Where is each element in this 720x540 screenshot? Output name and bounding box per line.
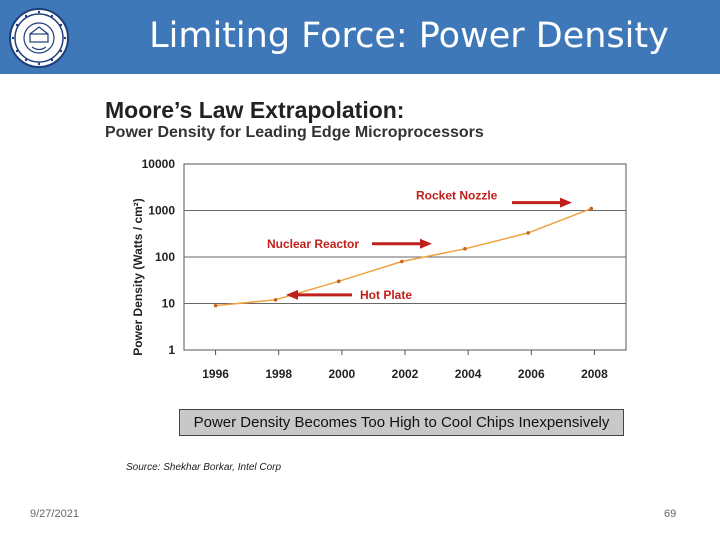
annotation-label: Nuclear Reactor xyxy=(267,237,359,251)
y-axis-label: Power Density (Watts / cm²) xyxy=(131,198,145,356)
y-tick-label: 1000 xyxy=(148,204,175,218)
data-point xyxy=(400,259,404,264)
annotation-arrowhead xyxy=(560,197,572,208)
source-note: Source: Shekhar Borkar, Intel Corp xyxy=(126,462,282,473)
y-tick-label: 100 xyxy=(155,250,175,264)
annotation-label: Hot Plate xyxy=(360,288,412,302)
x-tick-label: 2008 xyxy=(581,367,608,381)
slide-title: Limiting Force: Power Density xyxy=(149,16,669,56)
x-tick-label: 2000 xyxy=(329,367,356,381)
x-tick-label: 2006 xyxy=(518,367,545,381)
x-tick-label: 2002 xyxy=(392,367,419,381)
page-number: 69 xyxy=(664,508,677,520)
figure-subtitle: Power Density for Leading Edge Microproc… xyxy=(105,124,484,141)
data-point xyxy=(273,298,278,302)
y-tick-label: 1 xyxy=(168,343,175,357)
y-tick-label: 10000 xyxy=(142,157,176,171)
slide-header: Limiting Force: Power Density xyxy=(0,0,720,74)
annotation-arrowhead xyxy=(420,238,432,249)
annotation-arrowhead xyxy=(286,289,298,300)
footer-date: 9/27/2021 xyxy=(30,508,79,520)
x-tick-label: 1996 xyxy=(202,367,229,381)
data-point xyxy=(526,231,530,235)
figure-title: Moore’s Law Extrapolation: xyxy=(105,97,405,123)
university-seal-icon xyxy=(9,8,69,68)
data-point xyxy=(336,279,341,284)
power-density-chart: 1 10 100 1000 10000 1996 1998 2000 2002 2004 2006 2… xyxy=(131,157,627,381)
x-tick-label: 2004 xyxy=(455,367,482,381)
x-tick-label: 1998 xyxy=(265,367,292,381)
data-point xyxy=(463,247,467,251)
data-point xyxy=(589,206,594,211)
y-tick-label: 10 xyxy=(162,297,176,311)
caption-box: Power Density Becomes Too High to Cool C… xyxy=(179,409,624,436)
data-point xyxy=(213,303,218,308)
annotation-label: Rocket Nozzle xyxy=(416,189,498,203)
